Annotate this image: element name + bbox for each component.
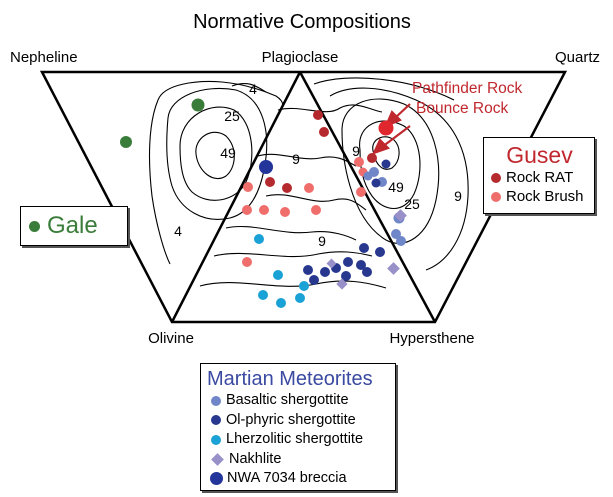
gale-legend-marker [29, 220, 40, 232]
contour-label: 9 [292, 151, 300, 167]
label-olivine: Olivine [148, 330, 194, 347]
contour-label: 4 [249, 81, 257, 97]
nakhlite-point [394, 209, 407, 222]
label-quartz: Quartz [555, 49, 600, 66]
meteorite-legend-row: NWA 7034 breccia [210, 469, 395, 489]
ol-phyric-shergottite-point [320, 267, 330, 277]
nakhlite-point [387, 262, 400, 275]
gusev-rat-point [265, 177, 275, 187]
meteorite-legend-row: Basaltic shergottite [211, 391, 395, 411]
contour-label: 25 [224, 108, 240, 124]
gale-point [191, 98, 205, 112]
contour-label: 49 [388, 179, 404, 195]
meteorite-legend-label: Nakhlite [229, 450, 282, 467]
ol-phyric-shergottite-point [371, 178, 381, 188]
meteorite-legend-row: Ol-phyric shergottite [211, 411, 395, 431]
nakhlite-marker [211, 452, 224, 466]
lherzolitic-marker [211, 434, 221, 445]
gusev-rat-point [378, 120, 394, 136]
ol-phyric-shergottite-point [362, 267, 372, 277]
nakhlite-point [336, 278, 348, 290]
gusev-brush-point [311, 205, 321, 215]
contour-label: 9 [454, 188, 462, 204]
gusev-rat-point [313, 110, 323, 120]
contour-lines [148, 77, 469, 289]
annotation-pathfinder-rock: Pathfinder Rock [412, 80, 523, 97]
contour-label: 4 [174, 223, 182, 239]
basaltic-shergottite-point [363, 171, 373, 181]
gale-legend-label: Gale [47, 212, 98, 239]
label-hypersthene: Hypersthene [389, 330, 474, 347]
meteorite-legend-title: Martian Meteorites [207, 368, 373, 390]
meteorite-legend-row: Nakhlite [211, 450, 395, 470]
gusev-legend: Gusev Rock RAT Rock Brush [483, 137, 595, 214]
gusev-brush-point [243, 182, 253, 192]
contour-label: 9 [352, 143, 360, 159]
gusev-brush-point [354, 157, 364, 167]
gusev-brush-point [304, 183, 314, 193]
meteorite-legend-label: NWA 7034 breccia [227, 470, 347, 486]
gusev-legend-label: Rock RAT [506, 169, 574, 186]
annotation-bounce-rock: Bounce Rock [416, 100, 508, 117]
meteorite-legend-row: Lherzolitic shergottite [211, 430, 395, 450]
lherzolitic-shergottite-point [295, 293, 305, 303]
nakhlite-points [326, 209, 407, 290]
meteorite-legend-label: Basaltic shergottite [226, 392, 349, 408]
gusev-brush-point [356, 187, 366, 197]
ol-phyric-shergottite-point [375, 247, 385, 257]
lherzolitic-shergottite-point [276, 298, 286, 308]
ol-phyric-shergottite-point [309, 275, 319, 285]
lherzolitic-shergottite-points [254, 234, 309, 308]
gale-points [120, 98, 205, 148]
ol-phyric-shergottite-points [303, 159, 391, 285]
gusev-brush-point [242, 257, 252, 267]
basaltic-shergottite-point [391, 229, 401, 239]
ol-phyric-shergottite-point [356, 260, 366, 270]
gusev-brush-point [280, 207, 290, 217]
gusev-legend-title: Gusev [506, 142, 573, 168]
contour-label: 49 [220, 145, 236, 161]
ol-phyric-shergottite-point [341, 271, 351, 281]
contour-label-group: 4 25 49 9 9 49 25 9 4 9 [174, 81, 462, 249]
gusev-brush-point [259, 205, 269, 215]
nwa-7034-marker [210, 472, 223, 486]
nwa-7034-points [259, 160, 273, 174]
label-nepheline: Nepheline [10, 49, 78, 66]
gusev-rat-point [319, 127, 329, 137]
basaltic-marker [211, 395, 221, 406]
lherzolitic-shergottite-point [258, 290, 268, 300]
ol-phyric-marker [211, 415, 221, 426]
gusev-legend-label: Rock Brush [506, 188, 584, 205]
nakhlite-point [326, 258, 337, 269]
gusev-rat-marker [491, 172, 501, 183]
gusev-legend-row: Rock Brush [491, 187, 594, 206]
lherzolitic-shergottite-point [254, 234, 264, 244]
gusev-legend-row: Rock RAT [491, 168, 594, 187]
gusev-brush-point [242, 205, 252, 215]
basaltic-shergottite-point [396, 236, 406, 246]
gale-legend: Gale [20, 206, 128, 246]
diagram-title: Normative Compositions [193, 11, 411, 33]
gusev-rat-point [367, 153, 377, 163]
gusev-rat-points [263, 110, 394, 193]
contour-label: 25 [404, 196, 420, 212]
nwa-7034-point [259, 160, 273, 174]
ol-phyric-shergottite-point [303, 265, 313, 275]
lherzolitic-shergottite-point [273, 270, 283, 280]
meteorite-legend: Martian Meteorites Basaltic shergottite … [200, 363, 396, 491]
ol-phyric-shergottite-point [343, 257, 353, 267]
contour-label: 9 [318, 233, 326, 249]
ol-phyric-shergottite-point [381, 159, 391, 169]
ol-phyric-shergottite-point [359, 243, 369, 253]
label-plagioclase: Plagioclase [262, 49, 339, 66]
meteorite-legend-label: Lherzolitic shergottite [226, 431, 364, 447]
gale-point [120, 136, 132, 148]
gusev-brush-marker [491, 191, 501, 202]
lherzolitic-shergottite-point [299, 281, 309, 291]
gusev-rat-point [282, 183, 292, 193]
meteorite-legend-label: Ol-phyric shergottite [226, 411, 356, 428]
gusev-brush-points [242, 157, 368, 267]
